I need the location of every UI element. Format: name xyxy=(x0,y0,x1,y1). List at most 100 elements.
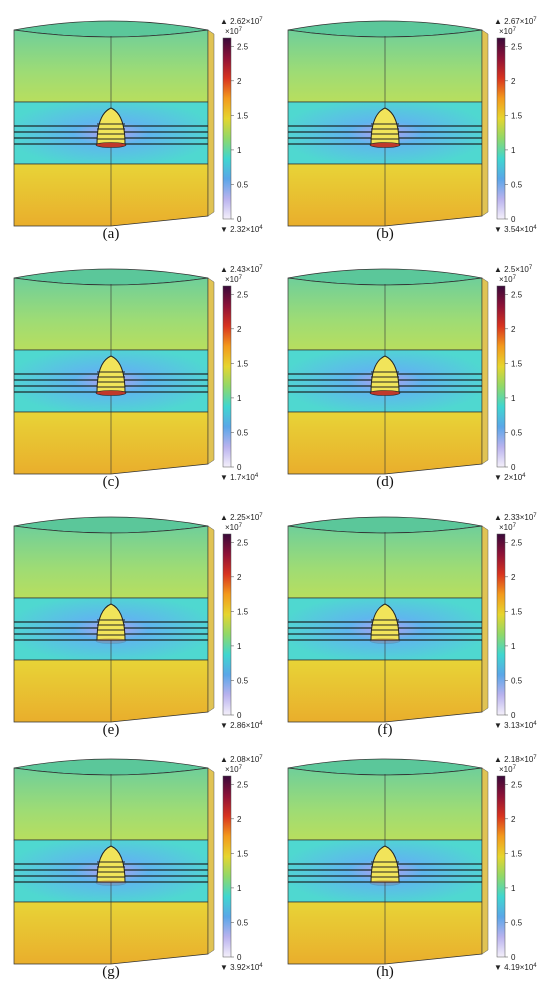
colorbar xyxy=(496,37,506,220)
colorbar-tick-label: 0.5 xyxy=(511,180,523,189)
colorbar-tick-label: 2 xyxy=(237,325,242,334)
simulation-plot: ▲ 2.25×107×107 2.5 2 1.5 1 0.5 0▼ 2.86×104 xyxy=(13,513,263,730)
colorbar-tick-label: 0.5 xyxy=(237,676,249,685)
colorbar xyxy=(222,533,232,716)
colorbar-tick-label: 1.5 xyxy=(237,849,249,858)
colorbar-tick-label: 0 xyxy=(237,463,242,472)
colorbar-tick-label: 0.5 xyxy=(237,180,249,189)
panel-f: ▲ 2.33×107 ×107 2.5 2 1.5 1 0.5 0 ▼ 3.13×104 (f) xyxy=(282,510,542,738)
panel-label: (h) xyxy=(376,964,394,980)
colorbar xyxy=(222,37,232,220)
panel-b: ▲ 2.67×107 ×107 2.5 2 1.5 1 0.5 0 ▼ 3.54×104 (b) xyxy=(282,14,542,242)
simulation-plot: ▲ 2.33×107×107 2.5 2 1.5 1 0.5 0▼ 3.13×104 xyxy=(287,513,537,730)
simulation-plot: ▲ 2.08×107×107 2.5 2 1.5 1 0.5 0▼ 3.92×104 xyxy=(13,755,263,972)
colorbar-tick-label: 0.5 xyxy=(511,428,523,437)
panel-g: ▲ 2.08×107 ×107 2.5 2 1.5 1 0.5 0 ▼ 3.92×104 (g) xyxy=(8,752,268,980)
colorbar-tick-label: 2.5 xyxy=(511,290,523,299)
panel-label: (a) xyxy=(102,226,120,242)
colorbar-tick-label: 2 xyxy=(511,325,516,334)
colorbar-tick-label: 1.5 xyxy=(511,359,523,368)
colorbar-tick-label: 2.5 xyxy=(511,42,523,51)
colorbar-max-label: ▲ 2.43×107 xyxy=(220,265,263,274)
colorbar-multiplier: ×107 xyxy=(499,765,517,774)
colorbar-tick-label: 2 xyxy=(237,77,242,86)
colorbar-tick-label: 2 xyxy=(511,77,516,86)
colorbar-max-label: ▲ 2.25×107 xyxy=(220,513,263,522)
colorbar-tick-label: 0 xyxy=(511,215,516,224)
colorbar-min-label: ▼ 2.32×104 xyxy=(220,225,263,234)
colorbar-tick-label: 0.5 xyxy=(511,918,523,927)
colorbar-min-label: ▼ 3.13×104 xyxy=(494,721,537,730)
simulation-plot: ▲ 2.62×107×107 2.5 2 1.5 1 0.5 0▼ 2.32×104 xyxy=(13,17,263,234)
panel-label: (e) xyxy=(102,722,120,738)
colorbar-min-label: ▼ 2.86×104 xyxy=(220,721,263,730)
colorbar-tick-label: 0 xyxy=(511,711,516,720)
colorbar-multiplier: ×107 xyxy=(225,275,243,284)
colorbar-multiplier: ×107 xyxy=(225,27,243,36)
panel-d: ▲ 2.5×107 ×107 2.5 2 1.5 1 0.5 0 ▼ 2×104 (d) xyxy=(282,262,542,490)
panel-label: (d) xyxy=(376,474,394,490)
colorbar-max-label: ▲ 2.5×107 xyxy=(494,265,533,274)
simulation-plot: ▲ 2.18×107×107 2.5 2 1.5 1 0.5 0▼ 4.19×104 xyxy=(287,755,537,972)
colorbar-tick-label: 0 xyxy=(237,711,242,720)
panel-e: ▲ 2.25×107 ×107 2.5 2 1.5 1 0.5 0 ▼ 2.86×104 (e) xyxy=(8,510,268,738)
colorbar-tick-label: 0.5 xyxy=(237,918,249,927)
colorbar-tick-label: 0.5 xyxy=(511,676,523,685)
colorbar-tick-label: 2 xyxy=(511,573,516,582)
colorbar-tick-label: 2.5 xyxy=(511,780,523,789)
panel-label: (c) xyxy=(102,474,120,490)
colorbar-tick-label: 1.5 xyxy=(237,607,249,616)
colorbar-tick-label: 1.5 xyxy=(237,111,249,120)
colorbar-multiplier: ×107 xyxy=(499,27,517,36)
colorbar-max-label: ▲ 2.67×107 xyxy=(494,17,537,26)
colorbar-min-label: ▼ 2×104 xyxy=(494,473,526,482)
colorbar xyxy=(496,533,506,716)
colorbar-tick-label: 1 xyxy=(237,146,242,155)
colorbar-max-label: ▲ 2.08×107 xyxy=(220,755,263,764)
colorbar-multiplier: ×107 xyxy=(499,275,517,284)
colorbar-tick-label: 0 xyxy=(511,953,516,962)
colorbar-tick-label: 0 xyxy=(237,215,242,224)
colorbar xyxy=(222,285,232,468)
colorbar-tick-label: 2.5 xyxy=(237,538,249,547)
colorbar-tick-label: 2 xyxy=(237,573,242,582)
colorbar xyxy=(496,775,506,958)
colorbar-tick-label: 1.5 xyxy=(511,607,523,616)
panel-h: ▲ 2.18×107 ×107 2.5 2 1.5 1 0.5 0 ▼ 4.19×104 (h) xyxy=(282,752,542,980)
colorbar xyxy=(496,285,506,468)
colorbar-max-label: ▲ 2.62×107 xyxy=(220,17,263,26)
colorbar-multiplier: ×107 xyxy=(225,523,243,532)
simulation-plot: ▲ 2.43×107×107 2.5 2 1.5 1 0.5 0▼ 1.7×104 xyxy=(13,265,263,482)
colorbar-min-label: ▼ 4.19×104 xyxy=(494,963,537,972)
colorbar-tick-label: 2.5 xyxy=(237,290,249,299)
colorbar-tick-label: 1 xyxy=(511,884,516,893)
colorbar-tick-label: 2.5 xyxy=(237,780,249,789)
colorbar-tick-label: 0 xyxy=(237,953,242,962)
colorbar-tick-label: 1.5 xyxy=(237,359,249,368)
colorbar-tick-label: 2 xyxy=(237,815,242,824)
colorbar-tick-label: 1 xyxy=(237,884,242,893)
colorbar-max-label: ▲ 2.33×107 xyxy=(494,513,537,522)
simulation-plot: ▲ 2.5×107×107 2.5 2 1.5 1 0.5 0▼ 2×104 xyxy=(287,265,533,482)
colorbar-multiplier: ×107 xyxy=(499,523,517,532)
colorbar-tick-label: 2.5 xyxy=(237,42,249,51)
colorbar-tick-label: 0 xyxy=(511,463,516,472)
colorbar-tick-label: 1 xyxy=(511,642,516,651)
panel-label: (b) xyxy=(376,226,394,242)
colorbar-tick-label: 1 xyxy=(237,394,242,403)
panel-label: (f) xyxy=(377,722,393,738)
colorbar-multiplier: ×107 xyxy=(225,765,243,774)
colorbar xyxy=(222,775,232,958)
colorbar-tick-label: 2 xyxy=(511,815,516,824)
colorbar-tick-label: 1 xyxy=(511,146,516,155)
simulation-plot: ▲ 2.67×107×107 2.5 2 1.5 1 0.5 0▼ 3.54×104 xyxy=(287,17,537,234)
colorbar-tick-label: 2.5 xyxy=(511,538,523,547)
colorbar-max-label: ▲ 2.18×107 xyxy=(494,755,537,764)
colorbar-tick-label: 1.5 xyxy=(511,849,523,858)
panel-label: (g) xyxy=(102,964,120,980)
colorbar-min-label: ▼ 3.54×104 xyxy=(494,225,537,234)
panel-a: ▲ 2.62×107 ×107 2.5 2 1.5 1 0.5 0 ▼ 2.32×104 (a) xyxy=(8,14,268,242)
colorbar-min-label: ▼ 1.7×104 xyxy=(220,473,259,482)
colorbar-tick-label: 0.5 xyxy=(237,428,249,437)
